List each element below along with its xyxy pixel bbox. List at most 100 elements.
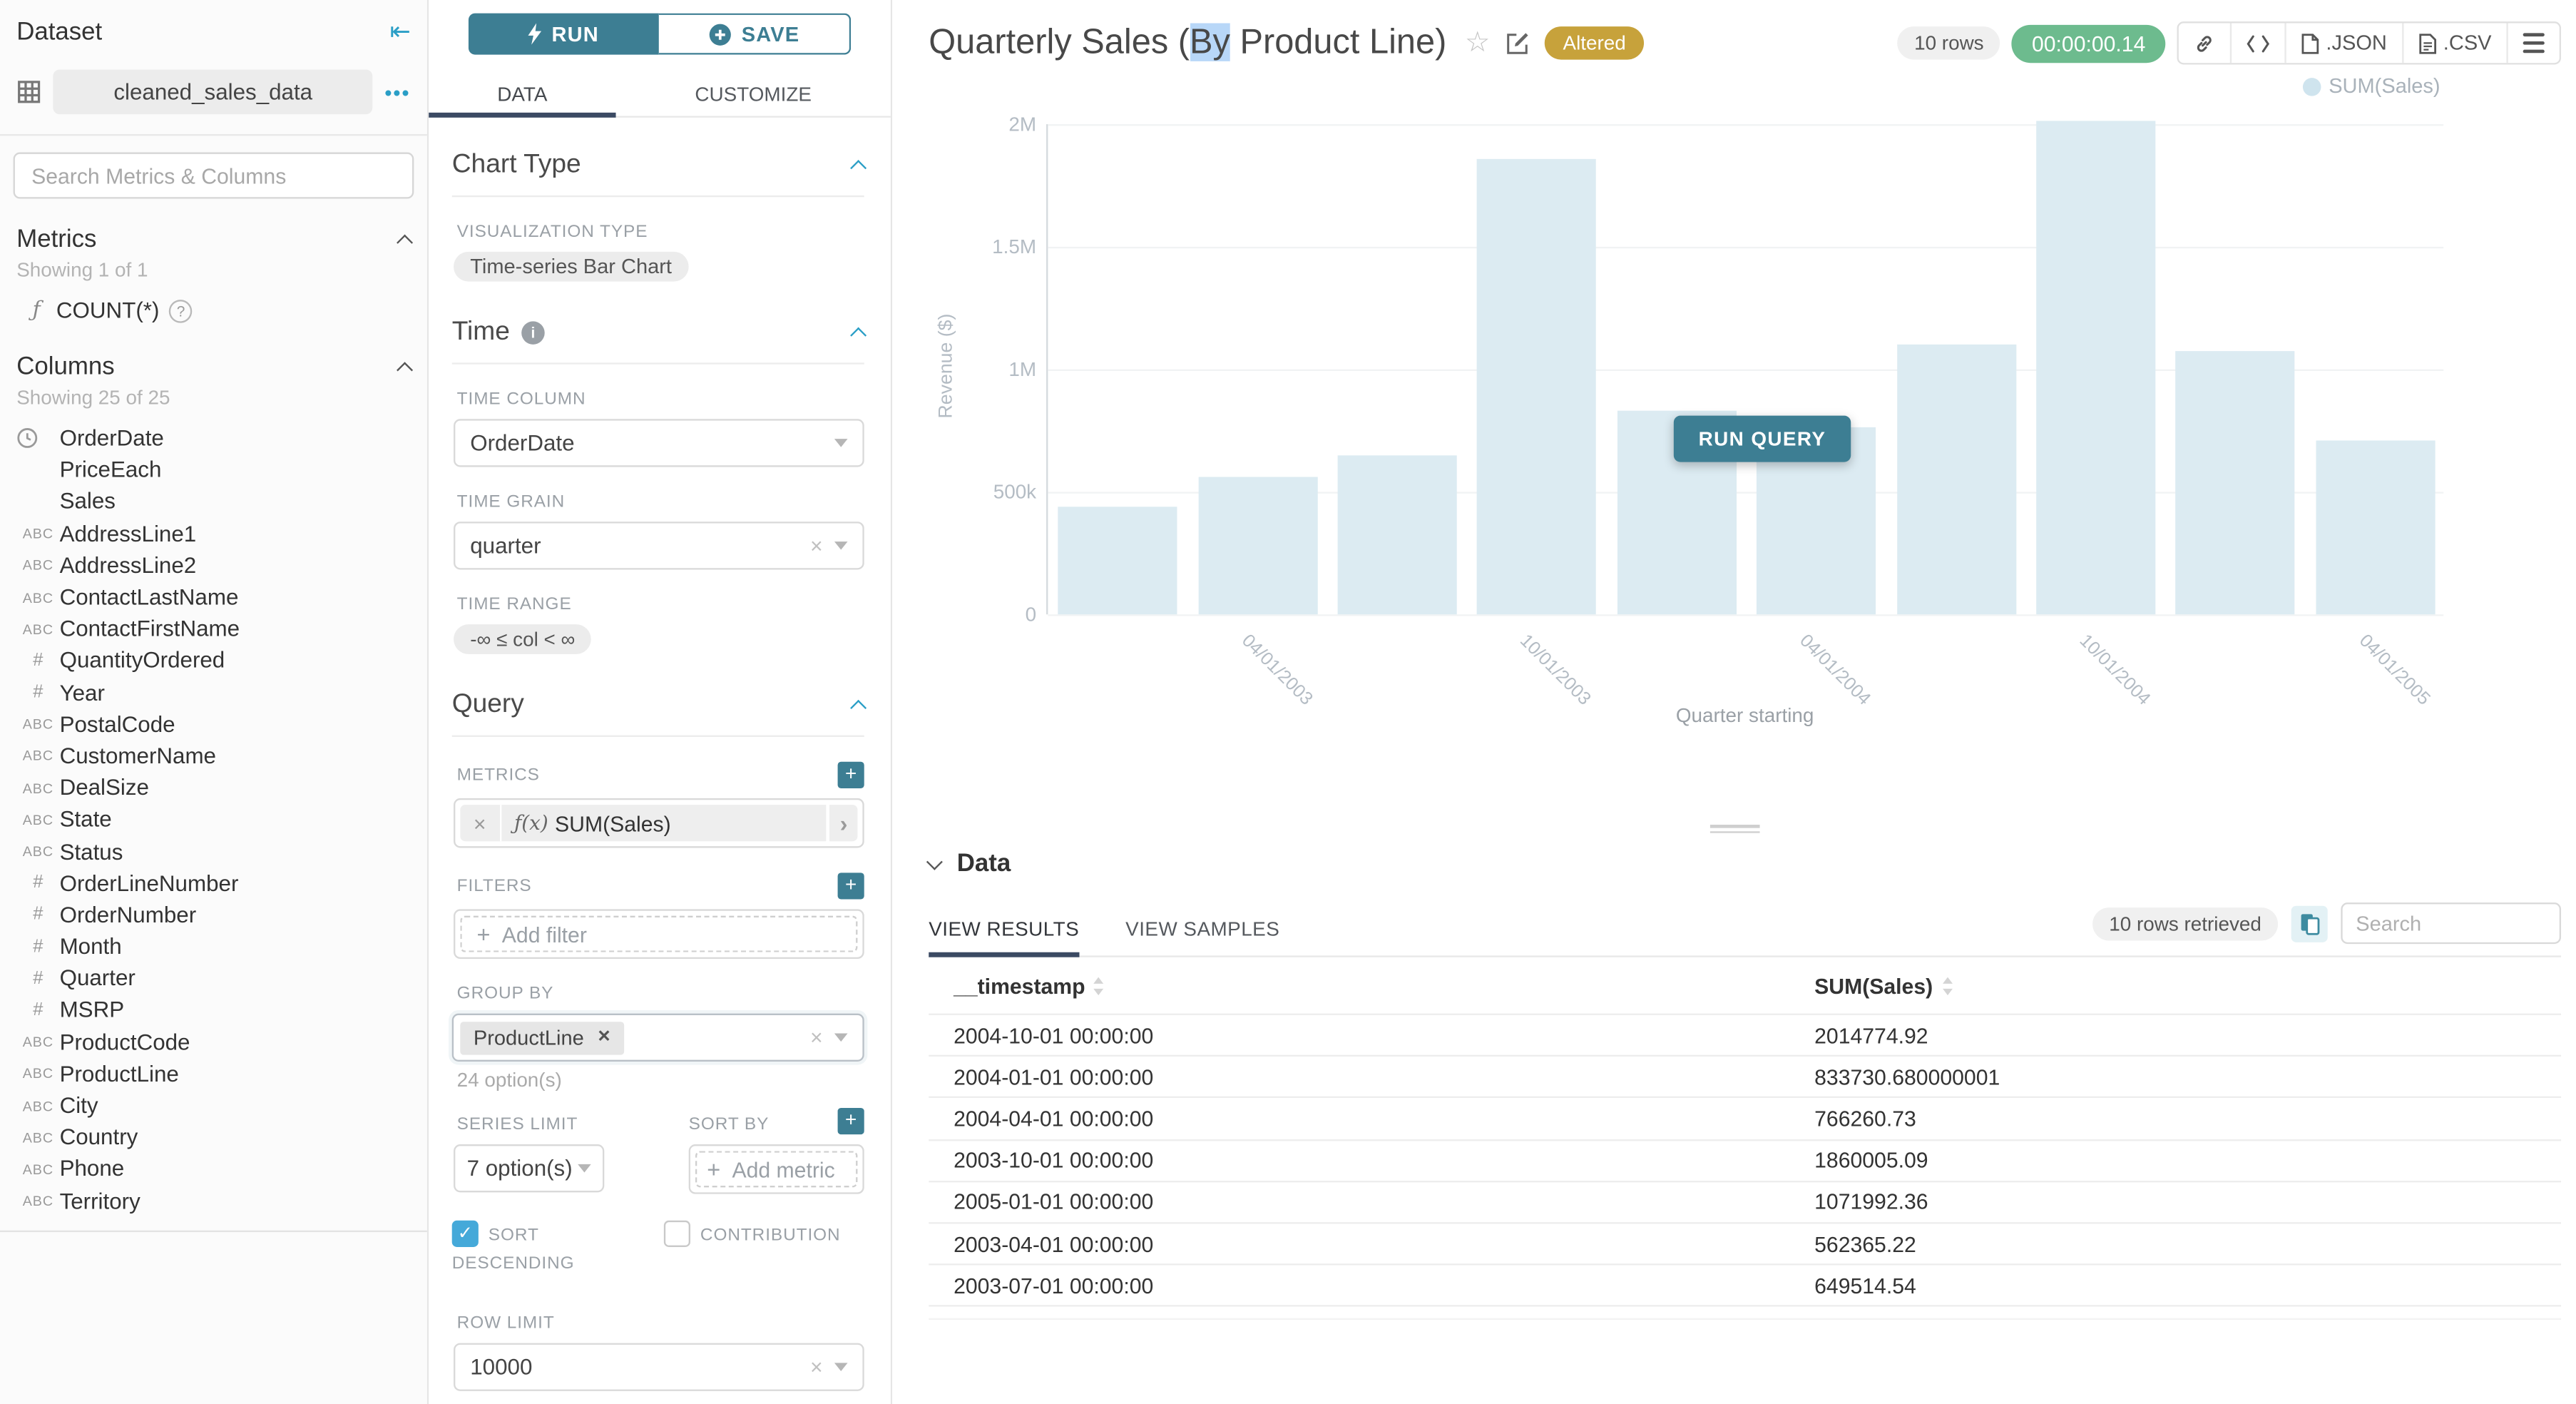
data-search-input[interactable] xyxy=(2341,902,2562,945)
column-list-item[interactable]: PriceEach xyxy=(14,454,414,486)
clear-icon[interactable]: × xyxy=(810,1024,823,1050)
dataset-name[interactable]: cleaned_sales_data xyxy=(53,69,374,115)
clear-icon[interactable]: × xyxy=(810,533,823,559)
series-limit-select[interactable]: 7 option(s) xyxy=(454,1144,605,1193)
text-type-icon: ABC xyxy=(22,1161,54,1178)
table-row[interactable]: 2004-10-01 00:00:00 2014774.92 xyxy=(929,1013,2562,1055)
metric-list-item[interactable]: ƒ COUNT(*) ? xyxy=(14,298,414,323)
time-collapse-icon[interactable] xyxy=(850,327,867,344)
add-filter-dropzone[interactable]: + Add filter xyxy=(460,915,858,952)
export-csv-button[interactable]: .CSV xyxy=(2403,23,2508,63)
time-column-select[interactable]: OrderDate xyxy=(454,419,864,467)
column-list-item[interactable]: # OrderNumber xyxy=(14,899,414,931)
copy-link-button[interactable] xyxy=(2179,23,2232,63)
time-range-value[interactable]: -∞ ≤ col < ∞ xyxy=(454,624,592,654)
column-list-item[interactable]: Sales xyxy=(14,486,414,518)
chart-type-collapse-icon[interactable] xyxy=(850,160,867,177)
chart-legend[interactable]: SUM(Sales) xyxy=(2302,74,2440,98)
table-row[interactable]: 2004-01-01 00:00:00 833730.680000001 xyxy=(929,1055,2562,1097)
column-list-item[interactable]: ABC ProductCode xyxy=(14,1026,414,1058)
tab-customize[interactable]: CUSTOMIZE xyxy=(695,81,812,106)
column-list-item[interactable]: ABC Territory xyxy=(14,1185,414,1217)
sort-descending-checkbox[interactable]: ✓ xyxy=(451,1220,479,1247)
column-list-item[interactable]: ABC ProductLine xyxy=(14,1058,414,1090)
bar[interactable] xyxy=(1477,158,1597,615)
table-row[interactable]: 2005-01-01 00:00:00 1071992.36 xyxy=(929,1180,2562,1222)
data-collapse-icon[interactable] xyxy=(926,853,943,870)
bar[interactable] xyxy=(2176,351,2296,615)
x-axis-tick-label: 04/01/2004 xyxy=(1795,631,1874,710)
bar[interactable] xyxy=(1058,507,1177,615)
remove-metric-icon[interactable]: × xyxy=(460,805,500,842)
embed-code-button[interactable] xyxy=(2232,23,2286,63)
favorite-star-icon[interactable]: ☆ xyxy=(1464,26,1491,58)
viz-type-value[interactable]: Time-series Bar Chart xyxy=(454,251,689,282)
column-header-timestamp[interactable]: __timestamp xyxy=(954,974,1814,999)
chart-title[interactable]: Quarterly Sales (By Product Line) xyxy=(929,23,1447,61)
metric-help-icon[interactable]: ? xyxy=(169,298,193,322)
contribution-checkbox[interactable] xyxy=(663,1220,690,1247)
time-grain-select[interactable]: quarter × xyxy=(454,522,864,570)
remove-tag-icon[interactable]: ✕ xyxy=(597,1028,611,1047)
add-sort-metric-button[interactable]: + xyxy=(837,1107,864,1135)
column-list-item[interactable]: ABC DealSize xyxy=(14,772,414,804)
column-header-metric[interactable]: SUM(Sales) xyxy=(1814,974,2561,999)
run-query-button[interactable]: RUN QUERY xyxy=(1673,415,1851,462)
column-list-item[interactable]: # Month xyxy=(14,931,414,963)
table-row[interactable]: 2003-04-01 00:00:00 562365.22 xyxy=(929,1221,2562,1263)
metric-control[interactable]: × ƒ(x) SUM(Sales) › xyxy=(454,798,864,848)
bar[interactable] xyxy=(1337,455,1457,615)
add-filter-button[interactable]: + xyxy=(837,873,864,900)
table-row[interactable]: 2003-10-01 00:00:00 1860005.09 xyxy=(929,1139,2562,1180)
add-sort-metric-dropzone[interactable]: + Add metric xyxy=(695,1151,858,1188)
tab-view-samples[interactable]: VIEW SAMPLES xyxy=(1125,916,1280,940)
dataset-more-icon[interactable]: ••• xyxy=(384,80,411,104)
column-list-item[interactable]: ABC Status xyxy=(14,835,414,868)
metrics-collapse-icon[interactable] xyxy=(397,233,414,250)
column-list-item[interactable]: ABC PostalCode xyxy=(14,708,414,741)
edit-title-icon[interactable] xyxy=(1505,31,1530,56)
bar[interactable] xyxy=(1197,477,1317,615)
tab-view-results[interactable]: VIEW RESULTS xyxy=(929,901,1079,957)
copy-data-button[interactable] xyxy=(2291,905,2328,942)
table-row[interactable]: 2004-04-01 00:00:00 766260.73 xyxy=(929,1097,2562,1139)
export-json-button[interactable]: .JSON xyxy=(2286,23,2404,63)
bar[interactable] xyxy=(2036,121,2156,615)
save-button[interactable]: SAVE xyxy=(658,13,852,55)
clear-icon[interactable]: × xyxy=(810,1354,823,1380)
plus-circle-icon xyxy=(709,23,731,45)
collapse-sidebar-icon[interactable]: ⇤ xyxy=(389,18,411,46)
column-list-item[interactable]: # Year xyxy=(14,676,414,708)
add-metric-button[interactable]: + xyxy=(837,761,864,788)
table-row[interactable]: 2003-07-01 00:00:00 649514.54 xyxy=(929,1263,2562,1305)
column-list-item[interactable]: ABC AddressLine2 xyxy=(14,549,414,581)
column-list-item[interactable]: ABC Country xyxy=(14,1121,414,1154)
altered-badge[interactable]: Altered xyxy=(1544,26,1645,60)
column-list-item[interactable]: # MSRP xyxy=(14,994,414,1027)
tab-data[interactable]: DATA xyxy=(497,81,548,106)
row-limit-select[interactable]: 10000 × xyxy=(454,1343,864,1391)
menu-button[interactable] xyxy=(2508,23,2560,63)
column-list-item[interactable]: ABC Phone xyxy=(14,1153,414,1185)
column-list-item[interactable]: ABC ContactLastName xyxy=(14,581,414,614)
column-list-item[interactable]: # QuantityOrdered xyxy=(14,645,414,677)
column-list-item[interactable]: # Quarter xyxy=(14,962,414,994)
column-list-item[interactable]: OrderDate xyxy=(14,422,414,454)
group-by-tag: ProductLine ✕ xyxy=(460,1021,625,1054)
column-list-item[interactable]: ABC AddressLine1 xyxy=(14,518,414,550)
column-list-item[interactable]: # OrderLineNumber xyxy=(14,867,414,899)
run-button[interactable]: RUN xyxy=(468,13,659,55)
bar[interactable] xyxy=(1896,345,2016,615)
panel-resize-handle[interactable] xyxy=(1709,825,1759,833)
column-label: CustomerName xyxy=(59,743,217,769)
chevron-right-icon[interactable]: › xyxy=(829,805,858,842)
column-list-item[interactable]: ABC City xyxy=(14,1089,414,1121)
bar[interactable] xyxy=(2316,440,2436,615)
column-list-item[interactable]: ABC CustomerName xyxy=(14,740,414,772)
columns-collapse-icon[interactable] xyxy=(397,361,414,378)
group-by-select[interactable]: ProductLine ✕ × xyxy=(451,1013,864,1062)
search-metrics-columns-input[interactable] xyxy=(13,152,414,199)
query-collapse-icon[interactable] xyxy=(850,699,867,716)
column-list-item[interactable]: ABC ContactFirstName xyxy=(14,613,414,645)
column-list-item[interactable]: ABC State xyxy=(14,803,414,835)
